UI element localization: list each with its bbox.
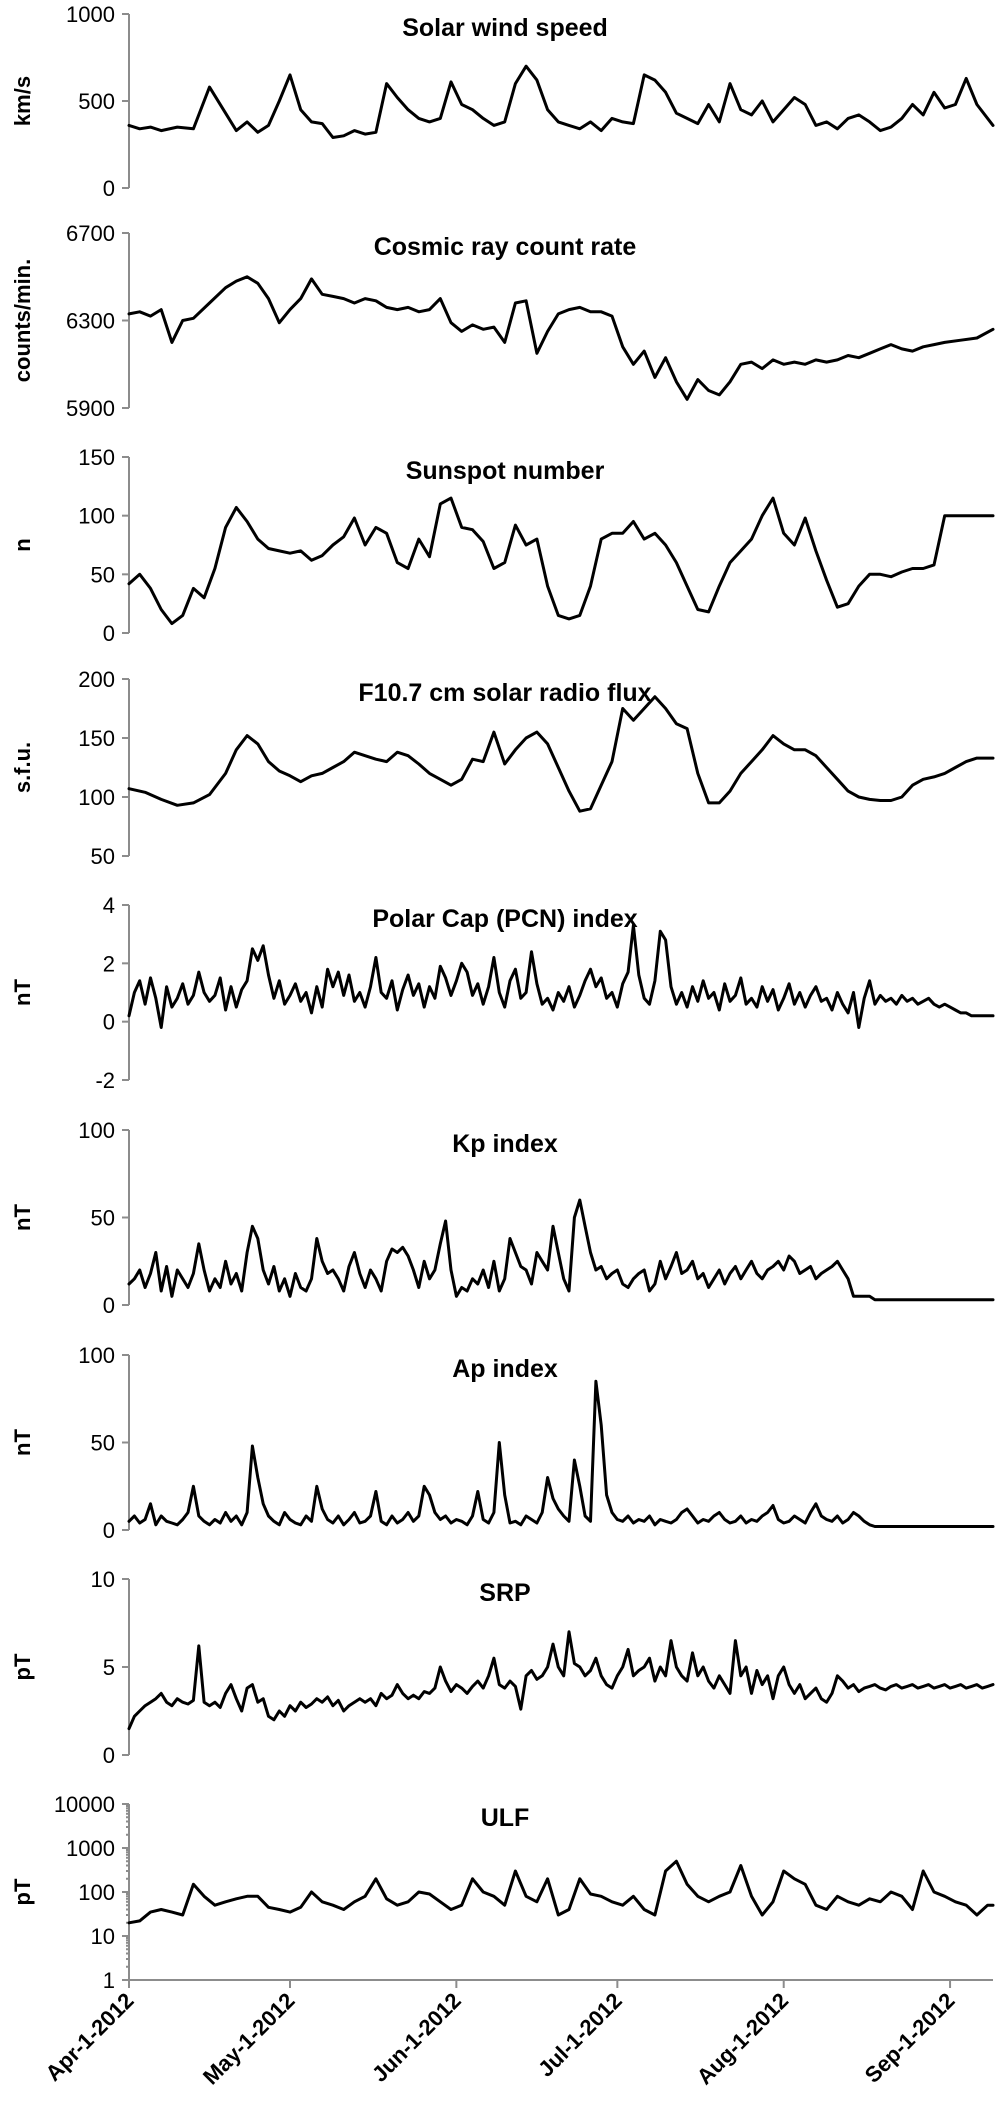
y-tick-label: 10000: [54, 1792, 115, 1817]
panel-ap-index: 0 50 100 Ap index nT: [10, 1343, 995, 1543]
series-line-polar-cap-pcn-index: [127, 923, 995, 1029]
y-tick-label: -2: [95, 1068, 115, 1093]
y-tick-label: 0: [103, 1010, 115, 1035]
x-tick-label: Sep-1-2012: [860, 1988, 960, 2088]
y-tick-label: 6300: [66, 309, 115, 334]
panel-title: ULF: [481, 1804, 530, 1832]
x-tick-label: May-1-2012: [198, 1988, 300, 2090]
y-tick-label: 0: [103, 176, 115, 201]
panel-title: Polar Cap (PCN) index: [372, 905, 637, 933]
y-tick-label: 1000: [66, 2, 115, 27]
y-tick-label: 0: [103, 1293, 115, 1318]
panel-sunspot-number: 0 50 100 150 Sunspot number n: [10, 445, 995, 646]
y-tick-label: 150: [78, 726, 115, 751]
panel-ulf: 1 10 100 1000 10000 ULF pT: [10, 1792, 995, 1993]
panel-cosmic-ray-count-rate: 5900 6300 6700 Cosmic ray count rate counts/…: [10, 221, 995, 421]
y-tick-label: 100: [78, 504, 115, 529]
y-tick-label: 10: [91, 1567, 115, 1592]
panel-title: F10.7 cm solar radio flux: [358, 679, 651, 707]
y-tick-label: 1: [103, 1968, 115, 1993]
y-axis-label: nT: [10, 1204, 35, 1231]
panel-title: Kp index: [452, 1130, 558, 1158]
y-tick-label: 150: [78, 445, 115, 470]
y-tick-label: 100: [78, 1118, 115, 1143]
series-line-ulf: [127, 1859, 995, 1925]
y-tick-label: 100: [78, 1880, 115, 1905]
y-axis-label: nT: [10, 1429, 35, 1456]
x-tick-label: Aug-1-2012: [692, 1988, 794, 2090]
y-tick-label: 100: [78, 785, 115, 810]
x-tick-label: Apr-1-2012: [40, 1988, 138, 2086]
panel-srp: 0 5 10 SRP pT: [10, 1567, 995, 1768]
shared-date-axis: Apr-1-2012 May-1-2012 Jun-1-2012 Jul-1-2012…: [40, 1979, 993, 2090]
y-axis-label: pT: [10, 1878, 35, 1905]
panel-polar-cap-pcn-index: -2 0 2 4 Polar Cap (PCN) index nT: [10, 893, 995, 1093]
series-line-srp: [127, 1630, 995, 1731]
panel-kp-index: 0 50 100 Kp index nT: [10, 1118, 995, 1318]
y-tick-label: 6700: [66, 221, 115, 246]
panel-title: Solar wind speed: [402, 14, 608, 42]
y-tick-label: 5900: [66, 396, 115, 421]
panel-title: Ap index: [452, 1355, 558, 1383]
y-axis-label: nT: [10, 979, 35, 1006]
series-line-kp-index: [127, 1198, 995, 1302]
y-tick-label: 2: [103, 951, 115, 976]
y-tick-label: 50: [91, 844, 115, 869]
series-line-ap-index: [127, 1379, 995, 1528]
y-tick-label: 0: [103, 1518, 115, 1543]
y-axis-label: n: [10, 538, 35, 551]
y-tick-label: 0: [103, 621, 115, 646]
y-tick-label: 5: [103, 1655, 115, 1680]
y-tick-label: 1000: [66, 1836, 115, 1861]
y-tick-label: 50: [91, 1206, 115, 1231]
series-line-sunspot-number: [127, 496, 995, 626]
panel-title: Sunspot number: [406, 457, 605, 485]
series-line-f10-7-cm-solar-radio-flux: [127, 695, 995, 813]
panel-f10-7-cm-solar-radio-flux: 50 100 150 200 F10.7 cm solar radio flux s.f.…: [10, 667, 995, 869]
panel-title: SRP: [479, 1579, 530, 1607]
y-axis-label: counts/min.: [10, 259, 35, 382]
series-line-cosmic-ray-count-rate: [127, 275, 995, 401]
y-tick-label: 50: [91, 1431, 115, 1456]
y-tick-label: 100: [78, 1343, 115, 1368]
y-tick-label: 500: [78, 89, 115, 114]
y-axis-label: pT: [10, 1653, 35, 1680]
series-line-solar-wind-speed: [127, 64, 995, 139]
y-tick-label: 10: [91, 1924, 115, 1949]
y-tick-label: 4: [103, 893, 115, 918]
x-tick-label: Jul-1-2012: [533, 1988, 627, 2082]
y-tick-label: 0: [103, 1743, 115, 1768]
panel-title: Cosmic ray count rate: [374, 233, 637, 261]
x-tick-label: Jun-1-2012: [367, 1988, 466, 2087]
y-axis-label: s.f.u.: [10, 742, 35, 793]
y-axis-label: km/s: [10, 76, 35, 126]
y-tick-label: 50: [91, 562, 115, 587]
y-tick-label: 200: [78, 667, 115, 692]
panel-solar-wind-speed: 0 500 1000 Solar wind speed km/s: [10, 2, 995, 201]
